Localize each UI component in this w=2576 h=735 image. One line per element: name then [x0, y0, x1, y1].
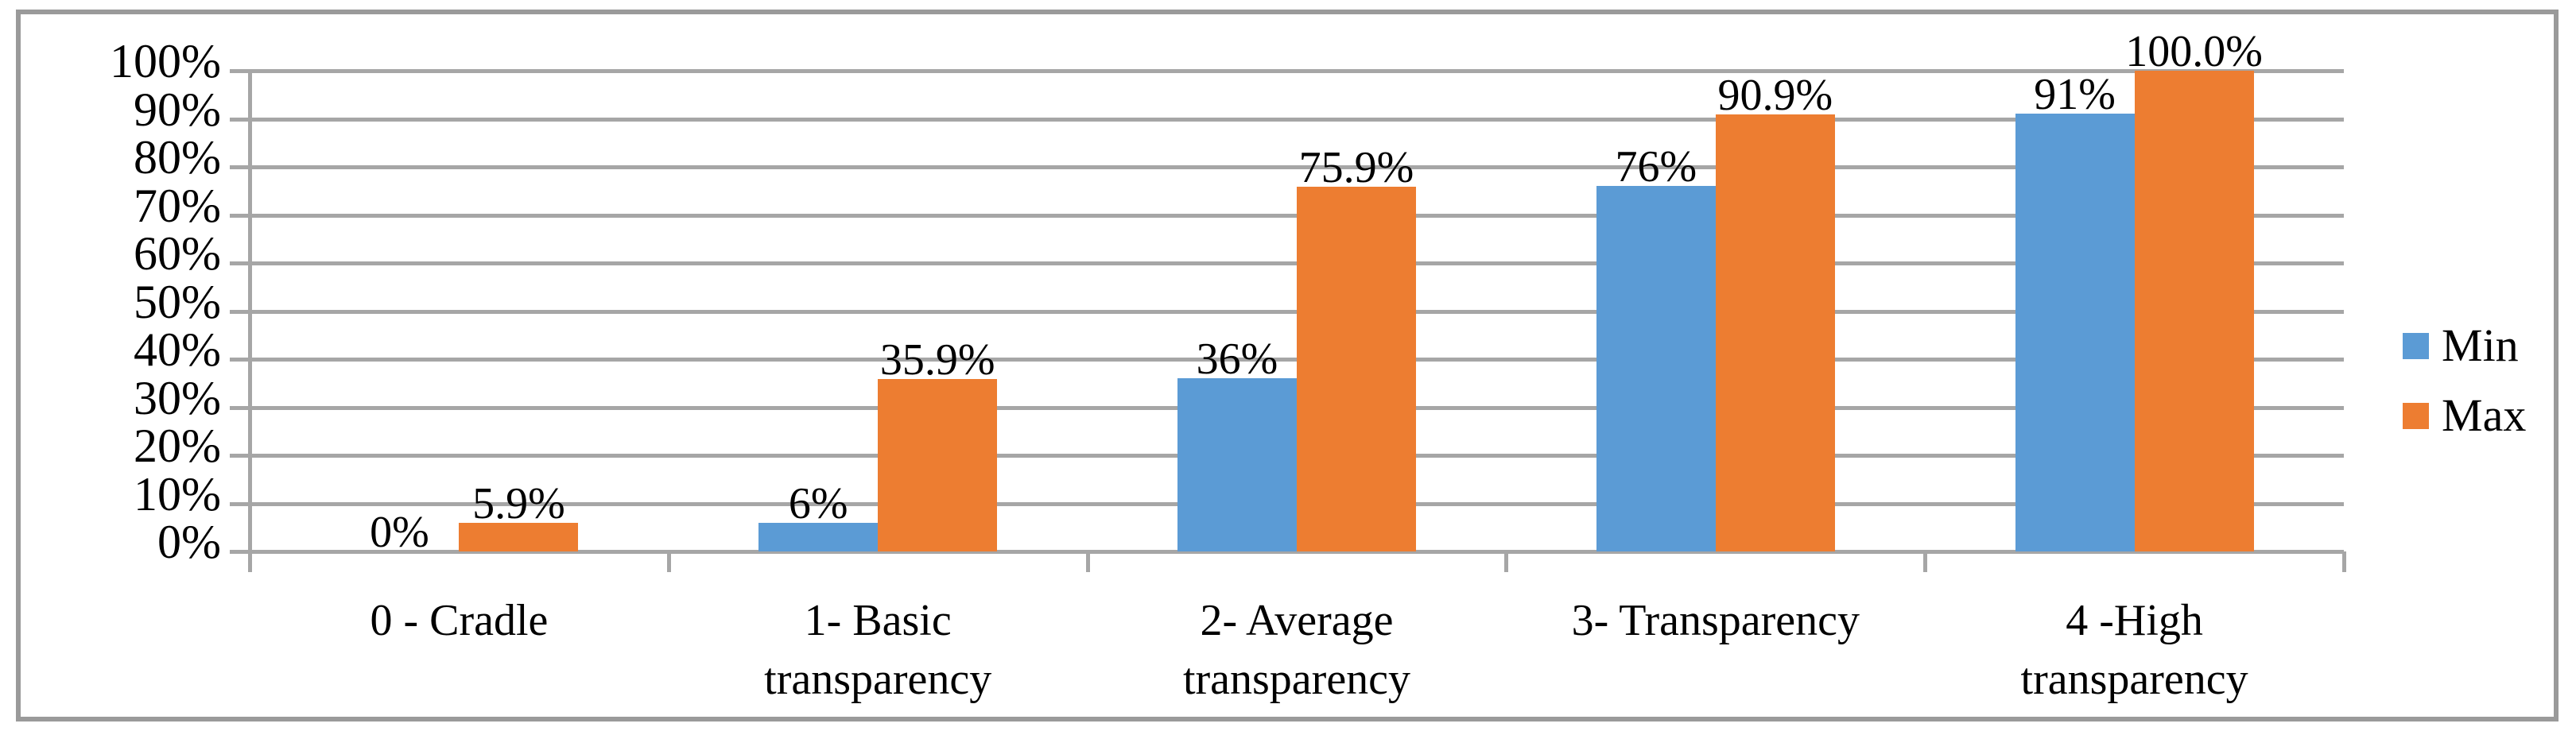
y-axis-tick: [230, 358, 250, 362]
bar-max: [459, 523, 579, 551]
x-axis-category-labels: 0 - Cradle 1- Basic transparency 2- Averag…: [250, 591, 2344, 709]
y-axis-tick-label: 40%: [134, 323, 221, 376]
y-axis-tick-label: 60%: [134, 227, 221, 280]
y-axis-tick: [230, 165, 250, 169]
y-axis-tick: [230, 213, 250, 218]
x-axis-tick: [248, 551, 252, 572]
value-label: 75.9%: [1298, 142, 1414, 192]
legend-item-min: Min: [2403, 321, 2526, 370]
category-label: 0 - Cradle: [370, 596, 549, 645]
category-label: 4 -High transparency: [2020, 596, 2248, 704]
bar-min: [758, 522, 879, 551]
x-axis-tick: [1504, 551, 1509, 572]
x-axis-tick: [1923, 551, 1928, 572]
legend-label-min: Min: [2442, 319, 2519, 371]
legend-label-max: Max: [2442, 389, 2527, 441]
y-axis-tick: [230, 117, 250, 122]
bar-min: [1177, 378, 1297, 551]
y-axis-tick-label: 70%: [134, 179, 221, 232]
bar-min: [1596, 186, 1716, 551]
chart-frame: 0% 10% 20% 30% 40% 50% 60% 70% 80% 90% 100% 0% 5.9%…: [16, 10, 2559, 721]
y-axis-tick: [230, 550, 250, 554]
legend: Min Max: [2403, 321, 2526, 461]
min-series-swatch: [2403, 332, 2429, 359]
y-axis-tick: [230, 69, 250, 73]
category-label: 1- Basic transparency: [764, 596, 992, 704]
value-label: 35.9%: [879, 335, 995, 385]
max-series-swatch: [2403, 402, 2429, 429]
bar-max: [2134, 71, 2254, 551]
value-label: 6%: [788, 478, 848, 528]
category-label: 3- Transparency: [1571, 596, 1860, 645]
value-label: 76%: [1615, 142, 1697, 192]
y-axis-line: [248, 71, 252, 572]
value-label: 90.9%: [1717, 71, 1833, 121]
bar-max: [1715, 114, 1835, 551]
y-axis-tick-label: 30%: [134, 371, 221, 424]
x-axis-tick: [666, 551, 671, 572]
gridline: [250, 165, 2344, 169]
y-axis-tick: [230, 454, 250, 458]
y-axis-tick-label: 80%: [134, 131, 221, 184]
bar-max: [878, 378, 998, 551]
gridline: [250, 117, 2344, 122]
bar-max: [1297, 186, 1416, 551]
value-label: 36%: [1196, 335, 1278, 385]
y-axis-tick: [230, 405, 250, 410]
y-axis-tick-label: 50%: [134, 275, 221, 328]
gridline: [250, 69, 2344, 73]
value-label: 5.9%: [472, 479, 565, 529]
plot-area: 0% 5.9% 6% 35.9% 36% 75.9% 76% 90.9% 91% 100.0%: [230, 29, 2346, 572]
legend-item-max: Max: [2403, 391, 2526, 440]
value-label: 100.0%: [2125, 27, 2263, 76]
y-axis-tick-label: 90%: [134, 83, 221, 136]
gridline: [250, 550, 2344, 554]
y-axis-tick-label: 20%: [134, 420, 221, 472]
category-label: 2- Average transparency: [1182, 596, 1411, 704]
y-axis-tick-label: 0%: [157, 516, 221, 568]
y-axis-tick-label: 10%: [134, 467, 221, 520]
y-axis-tick: [230, 501, 250, 506]
x-axis-tick: [2342, 551, 2346, 572]
y-axis-tick-label: 100%: [110, 35, 221, 87]
bar-min: [2015, 114, 2135, 551]
x-axis-tick: [1085, 551, 1090, 572]
y-axis-tick: [230, 261, 250, 265]
value-label: 91%: [2034, 70, 2116, 120]
y-axis-tick: [230, 309, 250, 314]
value-label: 0%: [370, 508, 429, 557]
